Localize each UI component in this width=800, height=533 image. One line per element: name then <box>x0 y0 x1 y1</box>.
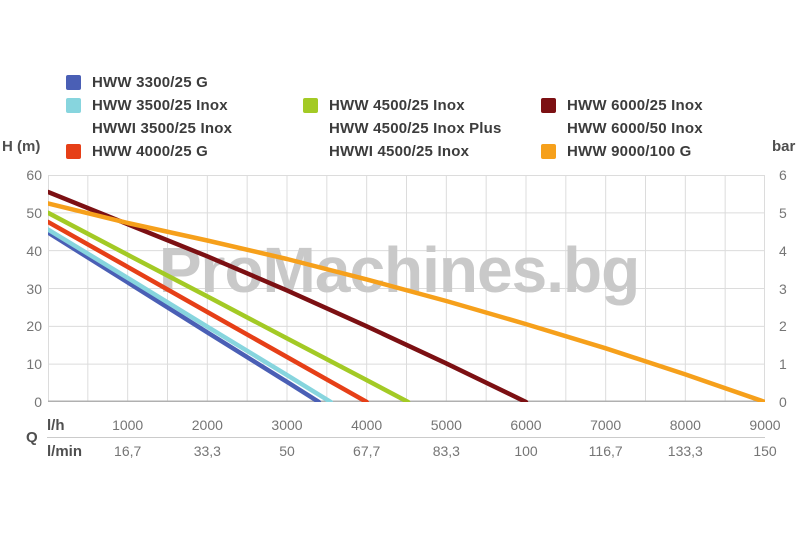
x-tick-lmin-5000: 83,3 <box>432 443 460 459</box>
y-left-tick-20: 20 <box>26 318 42 335</box>
x-tick-lmin-9000: 150 <box>753 443 777 459</box>
x-tick-lh-3000: 3000 <box>271 417 303 433</box>
y-left-tick-40: 40 <box>26 242 42 259</box>
x-tick-lh-7000: 7000 <box>590 417 622 433</box>
legend-item-hww3300: HWW 3300/25 G <box>66 71 232 94</box>
y-right-tick-3: 3 <box>779 280 787 297</box>
y-left-tick-10: 10 <box>26 356 42 373</box>
x-tick-lh-8000: 8000 <box>669 417 701 433</box>
legend-label: HWW 3500/25 Inox <box>92 97 228 114</box>
legend-item-hww6000-25: HWW 6000/25 Inox <box>541 94 703 117</box>
y-left-tick-0: 0 <box>34 394 42 410</box>
y-left-tick-50: 50 <box>26 204 42 221</box>
legend-item-hwwi4500: HWWI 4500/25 Inox <box>303 140 502 163</box>
legend-item-hww3500: HWW 3500/25 Inox <box>66 94 232 117</box>
x-tick-lmin-8000: 133,3 <box>667 443 703 459</box>
y-left-tick-30: 30 <box>26 280 42 297</box>
y-right-tick-5: 5 <box>779 204 787 221</box>
x-axis-row-separator <box>47 437 765 438</box>
legend-column-2: HWW 4500/25 Inox HWW 4500/25 Inox Plus H… <box>303 94 502 163</box>
legend-label: HWW 4500/25 Inox Plus <box>329 120 502 137</box>
legend-swatch-hww4000 <box>66 144 81 159</box>
legend-swatch-hww6000 <box>541 98 556 113</box>
legend-item-hww9000: HWW 9000/100 G <box>541 140 703 163</box>
x-tick-lmin-3000: 50 <box>279 443 295 459</box>
x-tick-lh-1000: 1000 <box>112 417 144 433</box>
y-axis-left-title: H (m) <box>2 138 41 155</box>
x-tick-lmin-7000: 116,7 <box>588 443 623 459</box>
curve-3300-25 <box>48 230 322 402</box>
curve-4500-25 <box>48 210 411 402</box>
legend-swatch-hww4500 <box>303 98 318 113</box>
y-right-tick-6: 6 <box>779 167 787 183</box>
legend-swatch-hww3500 <box>66 98 81 113</box>
x-axis-unit-lh: l/h <box>47 417 65 434</box>
legend-label: HWW 6000/25 Inox <box>567 97 703 114</box>
x-tick-lh-2000: 2000 <box>191 417 223 433</box>
legend-item-hwwi3500: HWWI 3500/25 Inox <box>66 117 232 140</box>
legend-label: HWW 3300/25 G <box>92 74 208 91</box>
legend-label: HWWI 3500/25 Inox <box>92 120 233 137</box>
legend-swatch-hww3300 <box>66 75 81 90</box>
legend-label: HWW 4000/25 G <box>92 143 208 160</box>
y-right-tick-1: 1 <box>779 356 787 373</box>
y-axis-right-title: bar <box>772 138 796 155</box>
curve-3500-25 <box>48 227 334 402</box>
y-right-tick-2: 2 <box>779 318 787 335</box>
y-left-tick-60: 60 <box>26 167 42 183</box>
x-tick-lh-9000: 9000 <box>749 417 781 433</box>
legend-column-1: HWW 3300/25 G HWW 3500/25 Inox HWWI 3500… <box>66 71 232 163</box>
legend-item-hww4000: HWW 4000/25 G <box>66 140 232 163</box>
legend-label: HWW 4500/25 Inox <box>329 97 465 114</box>
x-tick-lmin-6000: 100 <box>514 443 538 459</box>
x-tick-lmin-1000: 16,7 <box>114 443 142 459</box>
legend-label: HWWI 4500/25 Inox <box>329 143 470 160</box>
curve-4000-25 <box>48 219 369 402</box>
plot-area: ProMachines.bg <box>48 175 765 402</box>
legend-item-hww6000-50: HWW 6000/50 Inox <box>541 117 703 140</box>
x-tick-lh-4000: 4000 <box>351 417 383 433</box>
legend-column-3: HWW 6000/25 Inox HWW 6000/50 Inox HWW 90… <box>541 94 703 163</box>
x-tick-lh-6000: 6000 <box>510 417 542 433</box>
curve-9000-100 <box>48 201 765 402</box>
legend-item-hww4500: HWW 4500/25 Inox <box>303 94 502 117</box>
y-right-tick-4: 4 <box>779 242 787 259</box>
y-right-tick-0: 0 <box>779 394 787 410</box>
legend-swatch-hww9000 <box>541 144 556 159</box>
x-tick-lh-5000: 5000 <box>430 417 462 433</box>
legend-label: HWW 9000/100 G <box>567 143 692 160</box>
legend-label: HWW 6000/50 Inox <box>567 120 703 137</box>
legend-item-hww4500plus: HWW 4500/25 Inox Plus <box>303 117 502 140</box>
chart-svg: ProMachines.bg <box>48 175 765 402</box>
x-axis-symbol-q: Q <box>26 429 38 446</box>
x-tick-lmin-2000: 33,3 <box>193 443 221 459</box>
x-axis-unit-lmin: l/min <box>47 443 83 460</box>
x-tick-lmin-4000: 67,7 <box>353 443 381 459</box>
